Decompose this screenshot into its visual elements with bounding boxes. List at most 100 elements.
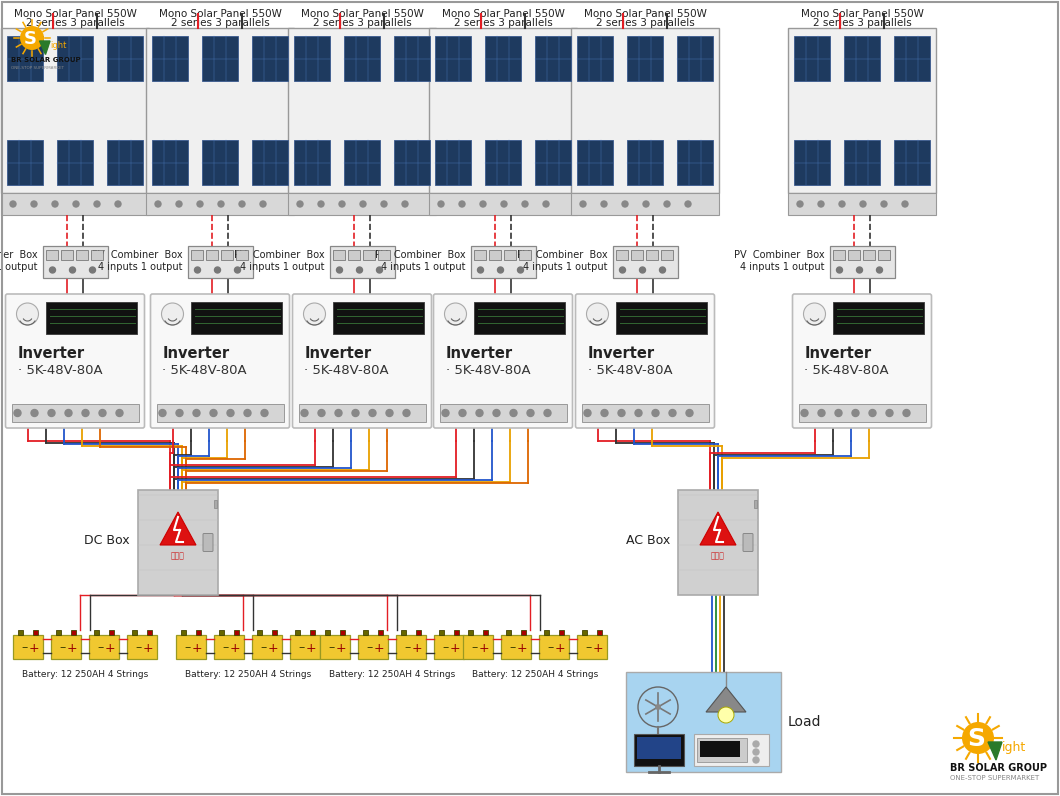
Circle shape bbox=[619, 267, 625, 273]
Circle shape bbox=[352, 409, 359, 416]
FancyBboxPatch shape bbox=[616, 302, 707, 334]
FancyBboxPatch shape bbox=[434, 294, 572, 428]
Text: 2 series 3 parallels: 2 series 3 parallels bbox=[25, 18, 124, 28]
FancyBboxPatch shape bbox=[60, 250, 72, 260]
Circle shape bbox=[669, 409, 676, 416]
FancyBboxPatch shape bbox=[138, 490, 218, 595]
FancyBboxPatch shape bbox=[628, 36, 662, 81]
Circle shape bbox=[386, 409, 393, 416]
FancyBboxPatch shape bbox=[844, 140, 880, 185]
Circle shape bbox=[194, 267, 200, 273]
FancyBboxPatch shape bbox=[794, 140, 830, 185]
Circle shape bbox=[227, 409, 234, 416]
FancyBboxPatch shape bbox=[660, 250, 672, 260]
FancyBboxPatch shape bbox=[176, 635, 206, 659]
FancyBboxPatch shape bbox=[571, 193, 719, 215]
Text: –: – bbox=[471, 642, 477, 654]
FancyBboxPatch shape bbox=[51, 635, 81, 659]
Text: ight: ight bbox=[50, 41, 67, 50]
FancyBboxPatch shape bbox=[700, 741, 740, 757]
FancyBboxPatch shape bbox=[501, 635, 531, 659]
Polygon shape bbox=[39, 41, 50, 54]
Text: PV  Combiner  Box: PV Combiner Box bbox=[0, 250, 37, 260]
Circle shape bbox=[639, 267, 646, 273]
Text: Battery: 12 250AH 4 Strings: Battery: 12 250AH 4 Strings bbox=[22, 670, 148, 679]
Circle shape bbox=[234, 267, 241, 273]
FancyBboxPatch shape bbox=[132, 630, 137, 635]
Text: PV  Combiner  Box: PV Combiner Box bbox=[234, 250, 324, 260]
FancyBboxPatch shape bbox=[878, 250, 889, 260]
FancyBboxPatch shape bbox=[743, 533, 753, 552]
Circle shape bbox=[114, 201, 121, 207]
FancyBboxPatch shape bbox=[616, 250, 628, 260]
FancyBboxPatch shape bbox=[272, 630, 277, 635]
FancyBboxPatch shape bbox=[33, 630, 38, 635]
Circle shape bbox=[20, 26, 45, 50]
FancyBboxPatch shape bbox=[252, 36, 288, 81]
Circle shape bbox=[869, 409, 876, 416]
Polygon shape bbox=[700, 512, 736, 545]
FancyBboxPatch shape bbox=[754, 500, 757, 508]
Circle shape bbox=[584, 409, 591, 416]
Circle shape bbox=[356, 267, 363, 273]
Text: 2 series 3 parallels: 2 series 3 parallels bbox=[313, 18, 411, 28]
FancyBboxPatch shape bbox=[75, 250, 88, 260]
FancyBboxPatch shape bbox=[577, 140, 613, 185]
FancyBboxPatch shape bbox=[677, 36, 713, 81]
Circle shape bbox=[73, 201, 79, 207]
Text: 4 inputs 1 output: 4 inputs 1 output bbox=[381, 262, 465, 272]
FancyBboxPatch shape bbox=[90, 250, 103, 260]
FancyBboxPatch shape bbox=[127, 635, 157, 659]
Text: 2 series 3 parallels: 2 series 3 parallels bbox=[813, 18, 912, 28]
Circle shape bbox=[852, 409, 859, 416]
Circle shape bbox=[17, 303, 38, 325]
FancyBboxPatch shape bbox=[626, 672, 781, 772]
Text: –: – bbox=[509, 642, 515, 654]
Circle shape bbox=[601, 201, 607, 207]
Text: +: + bbox=[306, 642, 317, 654]
Circle shape bbox=[159, 409, 166, 416]
FancyBboxPatch shape bbox=[504, 250, 515, 260]
Text: Mono Solar Panel 550W: Mono Solar Panel 550W bbox=[301, 9, 423, 19]
Text: PV  Combiner  Box: PV Combiner Box bbox=[734, 250, 825, 260]
Circle shape bbox=[176, 409, 183, 416]
Circle shape bbox=[818, 409, 825, 416]
FancyBboxPatch shape bbox=[325, 630, 330, 635]
Text: –: – bbox=[98, 642, 103, 654]
Text: ight: ight bbox=[1002, 742, 1026, 755]
Circle shape bbox=[459, 201, 465, 207]
Circle shape bbox=[238, 201, 245, 207]
FancyBboxPatch shape bbox=[597, 630, 602, 635]
Circle shape bbox=[527, 409, 534, 416]
Text: PV  Combiner  Box: PV Combiner Box bbox=[92, 250, 182, 260]
FancyBboxPatch shape bbox=[146, 193, 294, 215]
Text: Mono Solar Panel 550W: Mono Solar Panel 550W bbox=[442, 9, 564, 19]
Circle shape bbox=[297, 201, 303, 207]
Circle shape bbox=[835, 409, 842, 416]
Circle shape bbox=[335, 409, 342, 416]
Circle shape bbox=[543, 201, 549, 207]
Text: –: – bbox=[366, 642, 372, 654]
FancyBboxPatch shape bbox=[474, 302, 565, 334]
FancyBboxPatch shape bbox=[1, 193, 149, 215]
Circle shape bbox=[856, 267, 863, 273]
Circle shape bbox=[360, 201, 366, 207]
Circle shape bbox=[586, 303, 608, 325]
Circle shape bbox=[860, 201, 866, 207]
FancyBboxPatch shape bbox=[320, 635, 350, 659]
FancyBboxPatch shape bbox=[848, 250, 860, 260]
Circle shape bbox=[155, 201, 161, 207]
Circle shape bbox=[476, 409, 483, 416]
Text: –: – bbox=[59, 642, 66, 654]
Text: 充电箱: 充电箱 bbox=[171, 551, 184, 560]
Text: Battery: 12 250AH 4 Strings: Battery: 12 250AH 4 Strings bbox=[184, 670, 312, 679]
Text: ONE-STOP SUPERMARKET: ONE-STOP SUPERMARKET bbox=[11, 66, 64, 70]
Circle shape bbox=[99, 409, 106, 416]
Circle shape bbox=[652, 409, 659, 416]
FancyBboxPatch shape bbox=[483, 630, 488, 635]
Circle shape bbox=[402, 201, 408, 207]
FancyBboxPatch shape bbox=[107, 36, 143, 81]
FancyBboxPatch shape bbox=[5, 294, 144, 428]
Text: 2 series 3 parallels: 2 series 3 parallels bbox=[171, 18, 269, 28]
Text: +: + bbox=[67, 642, 77, 654]
